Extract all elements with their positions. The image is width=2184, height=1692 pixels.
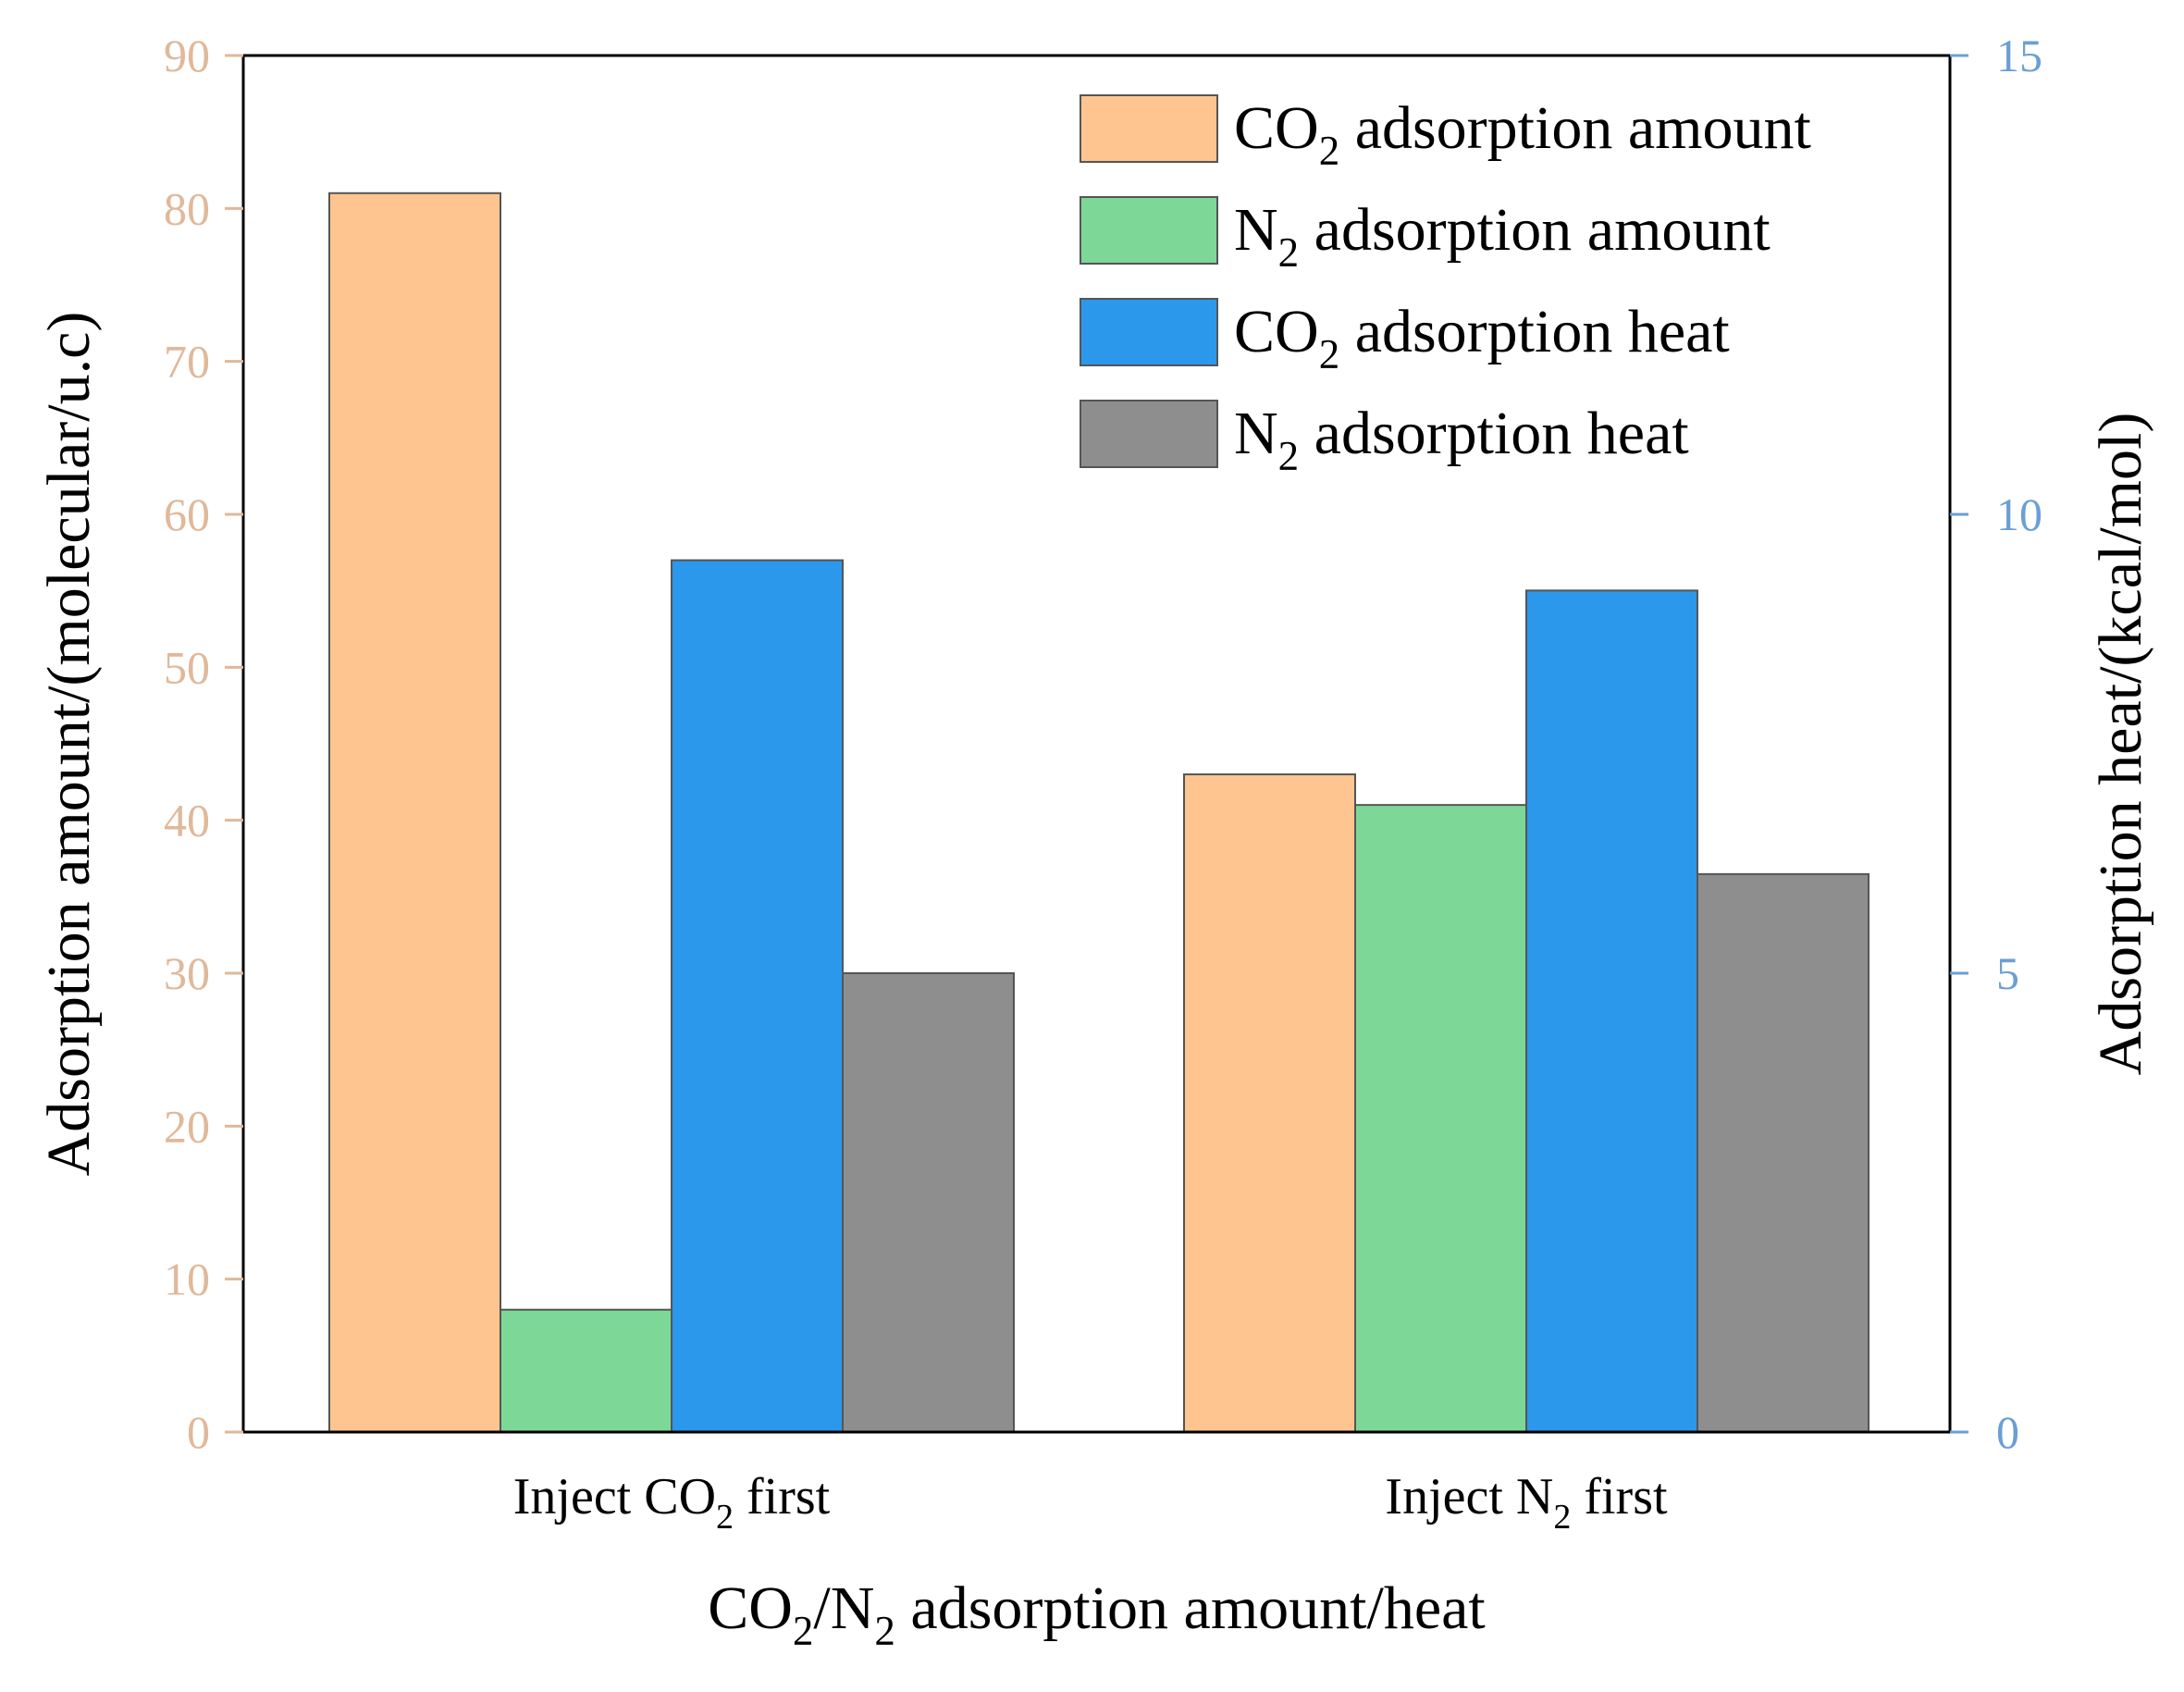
right-y-axis-label: Adsorption heat/(kcal/mol) — [2087, 413, 2154, 1076]
legend-swatch-co2-adsorption-amount — [1080, 94, 1218, 163]
left-tick-label: 50 — [164, 641, 210, 693]
bar-n2-adsorption-amount-inject-n2-first — [1354, 804, 1527, 1433]
legend-swatch-n2-adsorption-amount — [1080, 196, 1218, 265]
x-category-label: Inject N2 first — [1385, 1468, 1668, 1537]
left-tick-label: 90 — [164, 30, 210, 81]
left-tick-label: 30 — [164, 947, 210, 999]
legend-label-n2-adsorption-heat: N2 adsorption heat — [1234, 400, 1689, 479]
bar-n2-adsorption-heat-inject-n2-first — [1697, 872, 1869, 1433]
bar-co2-adsorption-amount-inject-n2-first — [1183, 773, 1356, 1433]
bar-co2-adsorption-amount-inject-co2-first — [328, 191, 501, 1433]
legend-swatch-co2-adsorption-heat — [1080, 298, 1218, 366]
bar-n2-adsorption-amount-inject-co2-first — [500, 1308, 672, 1433]
right-tick-label: 15 — [1996, 30, 2042, 81]
bar-n2-adsorption-heat-inject-co2-first — [842, 972, 1015, 1433]
right-tick-label: 10 — [1996, 488, 2042, 540]
bars-layer — [328, 191, 1869, 1433]
left-tick-label: 70 — [164, 336, 210, 388]
legend-swatch-n2-adsorption-heat — [1080, 400, 1218, 468]
axes-layer: 0 10 20 30 40 50 60 70 80 90 0 5 10 15 — [164, 30, 2042, 1458]
left-tick-label: 60 — [164, 488, 210, 540]
right-tick-label: 0 — [1996, 1406, 2019, 1458]
left-tick-label: 40 — [164, 795, 210, 846]
left-tick-label: 20 — [164, 1100, 210, 1152]
left-tick-label: 80 — [164, 182, 210, 234]
x-category-label: Inject CO2 first — [513, 1468, 831, 1537]
bar-co2-adsorption-heat-inject-n2-first — [1525, 589, 1698, 1433]
right-tick-label: 5 — [1996, 947, 2019, 999]
left-y-axis-label: Adsorption amount/(molecular/u.c) — [35, 312, 103, 1177]
bar-co2-adsorption-heat-inject-co2-first — [671, 559, 844, 1433]
legend-label-co2-adsorption-amount: CO2 adsorption amount — [1234, 94, 1811, 174]
legend-label-n2-adsorption-amount: N2 adsorption amount — [1234, 196, 1771, 276]
axis-labels: Inject CO2 first Inject N2 first CO2/N2 ad… — [35, 312, 2154, 1654]
x-axis-label: CO2/N2 adsorption amount/heat — [708, 1575, 1486, 1654]
legend: CO2 adsorption amount N2 adsorption amoun… — [1080, 94, 1811, 479]
legend-label-co2-adsorption-heat: CO2 adsorption heat — [1234, 298, 1730, 377]
left-tick-label: 10 — [164, 1254, 210, 1305]
left-tick-label: 0 — [187, 1406, 210, 1458]
